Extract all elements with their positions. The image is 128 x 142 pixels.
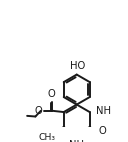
Text: O: O (34, 106, 42, 116)
Text: NH: NH (69, 140, 84, 142)
Text: HO: HO (70, 61, 86, 71)
Text: NH: NH (96, 106, 111, 116)
Text: O: O (48, 89, 56, 99)
Text: O: O (99, 127, 107, 136)
Text: CH₃: CH₃ (38, 133, 55, 142)
